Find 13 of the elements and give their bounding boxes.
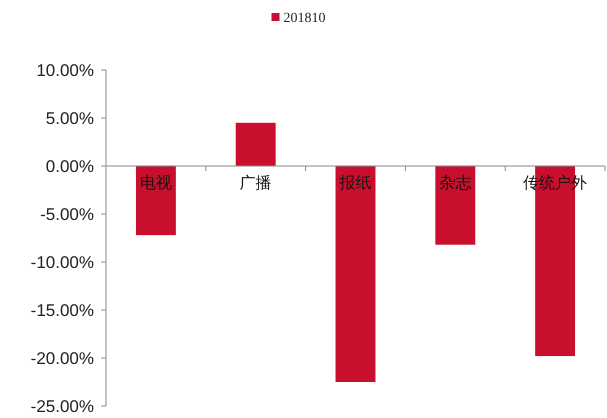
y-tick-label: -5.00% [40, 204, 94, 224]
x-tick-label: 电视 [140, 174, 172, 192]
y-tick-label: 5.00% [46, 108, 94, 128]
y-tick-label: 0.00% [46, 156, 94, 176]
x-tick-label: 杂志 [439, 174, 472, 192]
legend-label: 201810 [284, 11, 326, 26]
x-tick-label: 广播 [240, 174, 272, 192]
y-tick-label: 10.00% [36, 60, 94, 80]
x-tick-label: 报纸 [338, 175, 372, 192]
y-tick-label: -25.00% [30, 396, 94, 416]
y-tick-label: -20.00% [30, 348, 94, 368]
y-tick-label: -10.00% [30, 252, 94, 272]
y-tick-label: -15.00% [30, 300, 94, 320]
